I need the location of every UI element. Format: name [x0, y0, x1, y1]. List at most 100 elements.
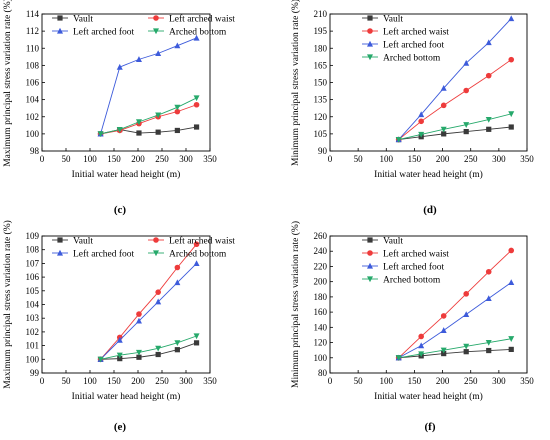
- data-point: [135, 349, 142, 356]
- x-tick-label: 0: [40, 154, 45, 164]
- data-point: [135, 119, 142, 126]
- x-axis-title: Initial water head height (m): [374, 391, 483, 402]
- y-tick-label: 110: [26, 43, 40, 53]
- y-axis-title: Maximum principal stress variation rate …: [2, 220, 13, 389]
- data-point: [395, 355, 402, 361]
- series-line-3: [398, 18, 512, 140]
- y-tick-label: 90: [318, 146, 328, 156]
- y-tick-label: 106: [26, 272, 40, 282]
- data-point: [508, 336, 515, 342]
- data-point: [418, 351, 425, 358]
- y-tick-label: 107: [26, 258, 40, 268]
- y-tick-label: 114: [26, 9, 40, 19]
- data-point: [116, 336, 123, 343]
- data-point: [485, 72, 492, 79]
- series-line-1: [100, 342, 197, 360]
- legend-label: Vault: [73, 237, 93, 247]
- x-tick-label: 0: [328, 154, 333, 164]
- chart-panel-3: 0 50 100 150 200 250 300 350 99 100 101 102 103 104 10…: [2, 220, 235, 433]
- data-point: [174, 264, 181, 271]
- x-axis-title: Initial water head height (m): [72, 169, 181, 180]
- series-line-4: [398, 113, 512, 141]
- data-point: [193, 260, 200, 266]
- y-tick-label: 140: [314, 322, 328, 332]
- x-axis-title: Initial water head height (m): [72, 391, 181, 402]
- y-tick-label: 165: [314, 60, 328, 70]
- y-tick-label: 180: [314, 43, 328, 53]
- data-point: [193, 124, 200, 130]
- data-point: [463, 343, 470, 350]
- data-point: [508, 279, 515, 286]
- data-point: [174, 340, 181, 347]
- data-point: [463, 122, 470, 128]
- data-point: [155, 112, 162, 119]
- data-point: [463, 59, 470, 66]
- legend-label: Left arched foot: [73, 249, 135, 260]
- series-line-4: [100, 97, 197, 135]
- y-tick-label: 195: [314, 26, 328, 36]
- legend-marker: [367, 262, 373, 269]
- data-point: [418, 131, 425, 138]
- legend-label: Left arched foot: [73, 27, 135, 38]
- chart-panel-2: 0 50 100 150 200 250 300 350 90 105 120 135 150 165 18…: [290, 0, 534, 216]
- data-point: [508, 346, 514, 353]
- legend-marker: [153, 28, 159, 35]
- legend-marker: [367, 54, 373, 61]
- data-point: [174, 108, 181, 115]
- data-point: [193, 241, 200, 248]
- data-point: [395, 136, 402, 143]
- panel-label: (d): [423, 204, 437, 216]
- y-tick-label: 80: [318, 368, 328, 378]
- data-point: [135, 56, 142, 62]
- y-tick-label: 102: [26, 112, 40, 122]
- series-line-4: [100, 335, 197, 360]
- legend-marker: [367, 237, 373, 243]
- x-tick-label: 100: [83, 154, 97, 164]
- y-tick-label: 135: [314, 95, 328, 105]
- data-point: [174, 104, 181, 111]
- y-tick-label: 100: [26, 354, 40, 364]
- plot-frame: [329, 235, 528, 374]
- data-point: [485, 339, 492, 346]
- x-tick-label: 50: [354, 154, 364, 164]
- chart-panel-4: 0 50 100 150 200 250 300 350 80 100 120 140 160 180 20…: [290, 221, 534, 433]
- y-tick-label: 112: [26, 26, 39, 36]
- y-tick-label: 99: [30, 368, 40, 378]
- x-axis-title: Initial water head height (m): [374, 169, 483, 180]
- legend-label: Left arched waist: [383, 27, 449, 38]
- data-point: [441, 131, 447, 137]
- legend-marker: [367, 276, 373, 283]
- legend-label: Left arched waist: [383, 249, 449, 260]
- data-point: [441, 350, 447, 357]
- panel-label: (e): [114, 421, 127, 433]
- series-line-2: [100, 243, 197, 360]
- data-point: [485, 39, 492, 46]
- y-tick-label: 104: [26, 300, 40, 310]
- y-tick-label: 100: [26, 129, 40, 139]
- x-tick-label: 300: [492, 154, 506, 164]
- y-tick-label: 98: [30, 146, 40, 156]
- legend-marker: [367, 15, 373, 21]
- x-tick-label: 200: [131, 376, 145, 386]
- legend-label: Left arched foot: [383, 262, 445, 273]
- y-tick-label: 108: [26, 60, 40, 70]
- legend-marker: [57, 15, 63, 21]
- data-point: [97, 356, 104, 363]
- series-line-2: [100, 104, 197, 135]
- data-point: [155, 289, 161, 295]
- data-point: [116, 63, 123, 70]
- series-line-1: [398, 348, 512, 359]
- x-tick-label: 150: [107, 154, 121, 164]
- y-tick-label: 210: [314, 9, 328, 19]
- data-point: [508, 124, 514, 130]
- data-point: [463, 128, 469, 135]
- x-tick-label: 50: [62, 154, 72, 164]
- x-tick-label: 50: [354, 376, 364, 386]
- series-line-4: [398, 338, 512, 359]
- y-axis-title: Minimum principal stress variation rate …: [290, 0, 301, 166]
- data-point: [193, 333, 200, 340]
- data-point: [418, 118, 424, 125]
- x-tick-label: 350: [520, 154, 534, 164]
- data-point: [193, 101, 200, 108]
